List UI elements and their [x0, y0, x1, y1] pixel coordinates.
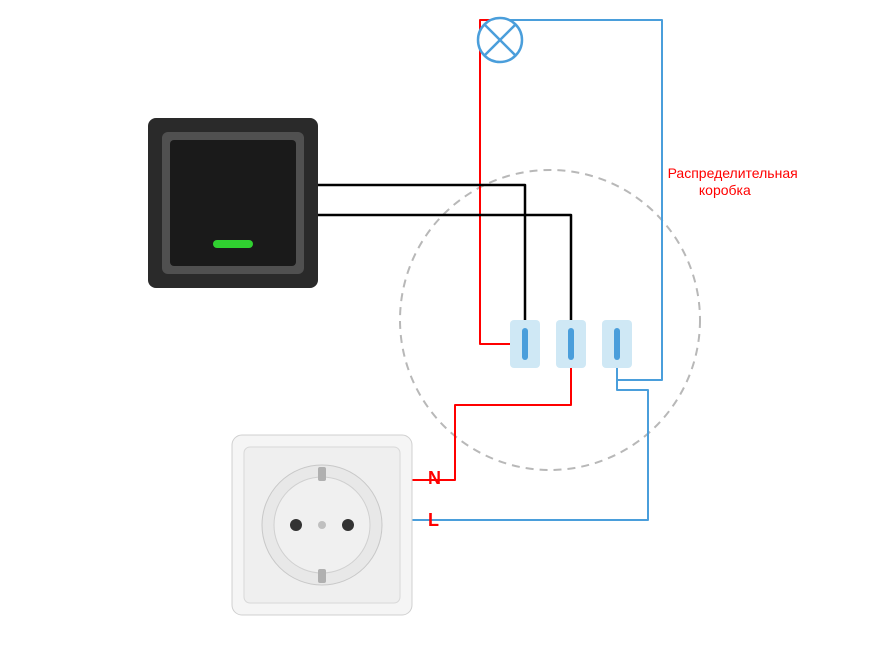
- l-label-text: L: [428, 510, 439, 530]
- junction-box-label: Распределительная коробка: [652, 148, 798, 215]
- wire-socket-L-blue: [412, 368, 648, 520]
- terminal-2: [556, 320, 586, 368]
- n-label-text: N: [428, 468, 441, 488]
- lamp-symbol: [478, 18, 522, 62]
- wire-lamp-to-t1-red: [480, 20, 525, 344]
- wire-switch-top-black: [318, 185, 525, 320]
- wire-switch-bot-black: [318, 215, 571, 320]
- junction-box-label-line1: Распределительная коробка: [668, 165, 798, 198]
- l-label: L: [428, 510, 439, 532]
- light-switch: [148, 118, 318, 288]
- power-socket: [232, 435, 412, 615]
- wiring-diagram: Распределительная коробка N L: [0, 0, 869, 654]
- terminal-1: [510, 320, 540, 368]
- wire-socket-N-red: [412, 368, 571, 480]
- diagram-svg: [0, 0, 869, 654]
- terminal-3: [602, 320, 632, 368]
- n-label: N: [428, 468, 441, 490]
